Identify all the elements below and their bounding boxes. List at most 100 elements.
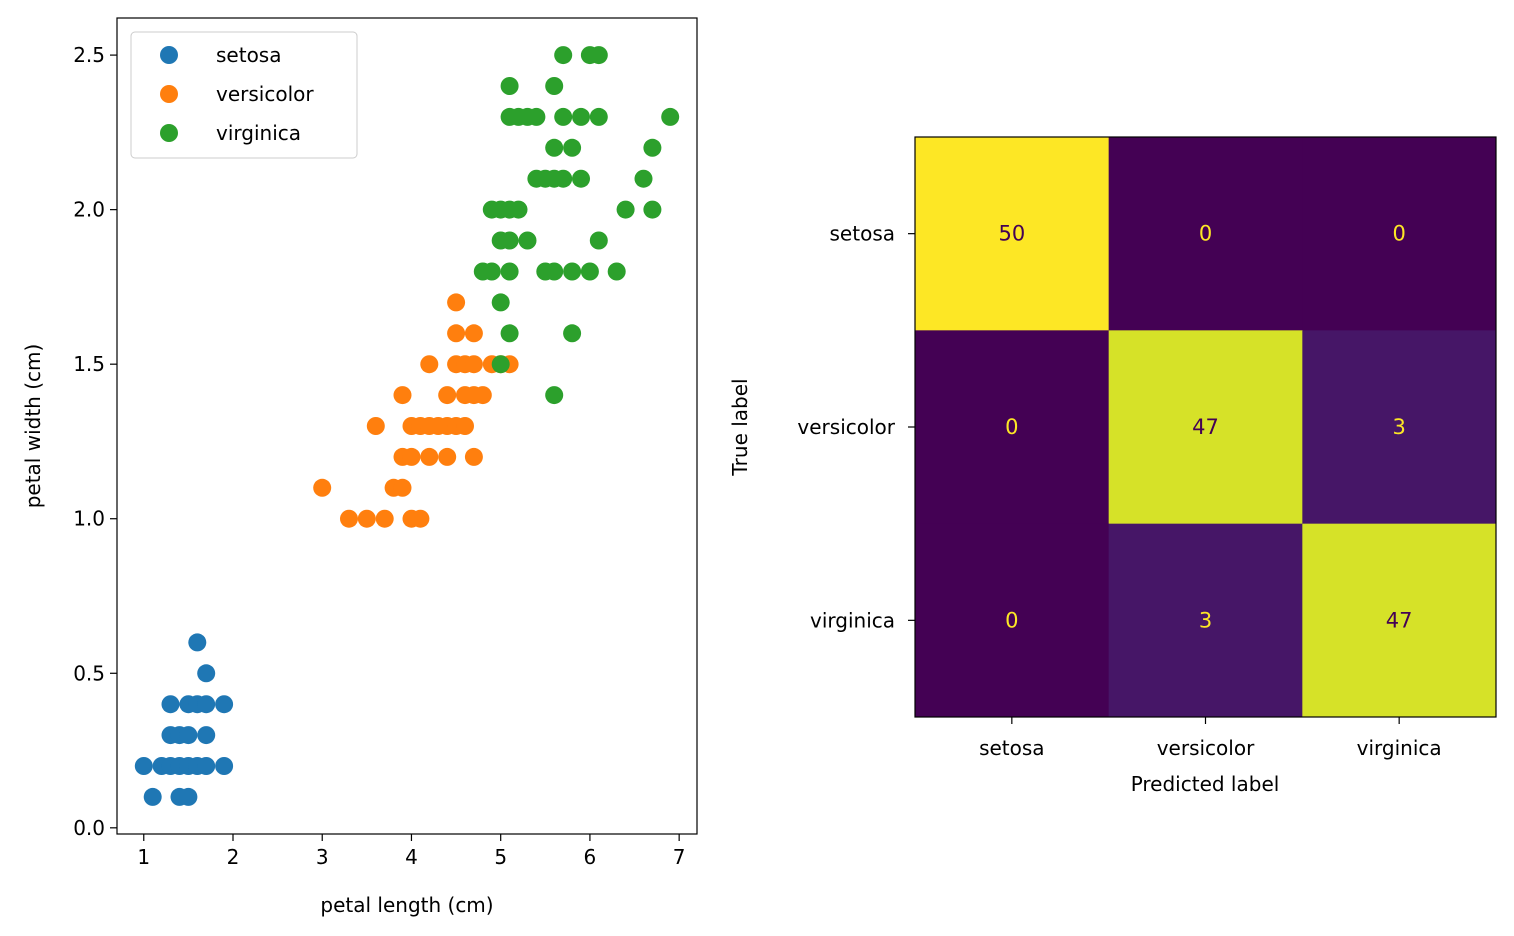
scatter-point-virginica xyxy=(607,262,626,281)
scatter-point-versicolor xyxy=(438,447,457,466)
scatter-point-versicolor xyxy=(313,478,332,497)
scatter-y-tick-label: 1.5 xyxy=(73,352,105,376)
scatter-point-versicolor xyxy=(438,386,457,405)
scatter-point-virginica xyxy=(554,46,573,65)
scatter-point-setosa xyxy=(179,726,198,745)
scatter-x-tick-label: 6 xyxy=(584,845,597,869)
scatter-point-virginica xyxy=(482,262,501,281)
scatter-point-setosa xyxy=(179,787,198,806)
scatter-point-versicolor xyxy=(420,447,439,466)
scatter-chart: 1 2 3 4 5 6 7 0.0 0.5 1.0 1.5 2.0 2.5 petal length … xyxy=(21,17,698,917)
scatter-point-virginica xyxy=(643,200,662,219)
scatter-x-tick-label: 2 xyxy=(227,845,240,869)
scatter-y-tick-label: 1.0 xyxy=(73,507,105,531)
cm-cell xyxy=(915,137,1110,331)
cm-y-tick-label: virginica xyxy=(810,608,895,632)
cm-cell xyxy=(915,330,1110,525)
scatter-point-virginica xyxy=(545,77,564,95)
legend: setosa versicolor virginica xyxy=(130,31,358,159)
scatter-point-virginica xyxy=(500,262,519,281)
confusion-matrix-ticks: setosa setosa versicolor versicolor virginic… xyxy=(797,222,1441,760)
cm-x-tick-label: virginica xyxy=(1357,736,1442,760)
scatter-point-setosa xyxy=(215,757,234,775)
cm-cell xyxy=(915,523,1110,718)
scatter-point-virginica xyxy=(491,355,510,374)
cm-y-tick-label: versicolor xyxy=(797,415,895,439)
cm-cell xyxy=(1302,523,1497,718)
scatter-point-virginica xyxy=(643,138,662,157)
scatter-point-virginica xyxy=(563,138,582,157)
cm-cell xyxy=(1108,523,1303,718)
scatter-y-ticks: 0.0 0.5 1.0 1.5 2.0 2.5 xyxy=(73,43,117,840)
scatter-y-tick-label: 2.5 xyxy=(73,43,105,67)
scatter-point-versicolor xyxy=(357,509,376,528)
legend-label-setosa: setosa xyxy=(216,43,281,67)
scatter-point-virginica xyxy=(563,324,582,343)
scatter-point-versicolor xyxy=(456,417,474,435)
cm-cell xyxy=(1108,330,1303,525)
scatter-point-virginica xyxy=(661,107,680,126)
scatter-point-virginica xyxy=(509,200,528,219)
scatter-point-setosa xyxy=(134,757,153,775)
legend-label-versicolor: versicolor xyxy=(216,82,314,106)
scatter-point-versicolor xyxy=(366,417,385,435)
cm-x-tick-label: versicolor xyxy=(1157,736,1255,760)
legend-box xyxy=(130,31,358,159)
scatter-point-virginica xyxy=(563,262,582,281)
scatter-point-versicolor xyxy=(420,355,439,374)
cm-cell-value: 0 xyxy=(1005,415,1018,439)
scatter-point-virginica xyxy=(500,231,519,250)
scatter-point-versicolor xyxy=(393,386,412,405)
scatter-point-versicolor xyxy=(375,509,394,528)
scatter-point-virginica xyxy=(634,169,653,188)
scatter-point-virginica xyxy=(500,324,519,343)
legend-marker-versicolor xyxy=(160,85,178,103)
scatter-point-virginica xyxy=(554,107,573,126)
scatter-point-virginica xyxy=(545,386,564,405)
legend-marker-virginica xyxy=(160,124,178,142)
cm-cell-value: 0 xyxy=(1392,222,1405,246)
scatter-point-versicolor xyxy=(473,386,492,405)
scatter-point-versicolor xyxy=(340,509,358,528)
scatter-x-tick-label: 7 xyxy=(673,845,686,869)
scatter-y-tick-label: 0.0 xyxy=(73,816,105,840)
cm-y-axis-label: True label xyxy=(728,378,752,476)
cm-y-tick-label: setosa xyxy=(830,222,895,246)
cm-cell-value: 47 xyxy=(1386,608,1413,632)
scatter-x-tick-label: 5 xyxy=(494,845,507,869)
scatter-y-axis-label: petal width (cm) xyxy=(21,344,45,509)
confusion-matrix: 50 0 0 0 47 3 0 3 47 setosa setosa versicolor versi… xyxy=(728,136,1497,796)
scatter-point-setosa xyxy=(197,757,216,775)
scatter-point-setosa xyxy=(197,664,216,683)
cm-cell-value: 50 xyxy=(998,222,1025,246)
cm-x-axis-label: Predicted label xyxy=(1131,772,1280,796)
scatter-point-setosa xyxy=(188,633,207,652)
scatter-point-virginica xyxy=(589,231,608,250)
scatter-x-axis-label: petal length (cm) xyxy=(320,893,493,917)
scatter-point-versicolor xyxy=(464,324,483,343)
scatter-x-tick-label: 1 xyxy=(137,845,150,869)
scatter-point-setosa xyxy=(197,726,216,745)
scatter-y-tick-label: 0.5 xyxy=(73,661,105,685)
cm-cell-value: 3 xyxy=(1199,608,1212,632)
scatter-point-setosa xyxy=(197,695,216,714)
scatter-point-versicolor xyxy=(447,293,466,312)
scatter-frame xyxy=(116,17,698,835)
scatter-point-versicolor xyxy=(411,509,430,528)
scatter-point-setosa xyxy=(161,695,180,714)
scatter-point-versicolor xyxy=(464,355,483,374)
scatter-point-versicolor xyxy=(464,447,483,466)
scatter-point-virginica xyxy=(554,169,573,188)
scatter-point-virginica xyxy=(518,231,537,250)
scatter-y-tick-label: 2.0 xyxy=(73,198,105,222)
cm-cell-value: 3 xyxy=(1392,415,1405,439)
scatter-point-virginica xyxy=(491,293,510,312)
confusion-matrix-cells: 50 0 0 0 47 3 0 3 47 xyxy=(915,137,1497,718)
scatter-point-virginica xyxy=(589,46,608,65)
scatter-point-virginica xyxy=(572,169,590,188)
scatter-points xyxy=(134,46,680,806)
scatter-x-tick-label: 3 xyxy=(316,845,329,869)
cm-x-tick-label: setosa xyxy=(979,736,1044,760)
cm-cell xyxy=(1302,137,1497,331)
